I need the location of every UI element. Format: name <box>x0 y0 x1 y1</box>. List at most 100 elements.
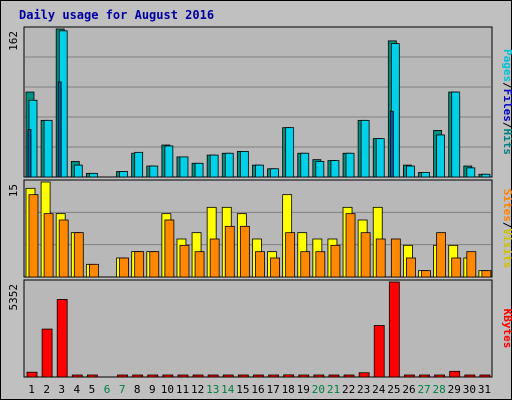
kbytes-bar <box>283 374 295 378</box>
sites-bar <box>375 238 386 278</box>
x-tick-label: 4 <box>74 383 81 396</box>
x-tick-label: 11 <box>176 383 189 396</box>
sites-bar <box>209 238 220 278</box>
legend-label: Pages/Files/Hits <box>501 49 512 155</box>
x-tick-label: 7 <box>119 383 126 396</box>
files-bar <box>481 173 491 178</box>
kbytes-bar <box>479 374 491 378</box>
files-bar <box>345 152 355 178</box>
kbytes-bar <box>298 374 310 378</box>
sites-bar <box>481 270 492 278</box>
kbytes-bar <box>41 328 53 378</box>
sites-bar <box>285 232 296 278</box>
sites-bar <box>28 194 39 278</box>
kbytes-bar <box>268 374 279 378</box>
kbytes-bar <box>177 374 189 378</box>
sites-bar <box>58 219 69 278</box>
x-tick-label: 23 <box>357 383 370 396</box>
sites-bar <box>43 213 54 278</box>
sites-bar <box>179 244 190 278</box>
kbytes-bar <box>237 374 249 378</box>
plot-area-kbytes <box>23 279 493 378</box>
x-tick-label: 17 <box>266 383 279 396</box>
legend-entry-visits: Visits <box>501 229 512 269</box>
files-bar <box>330 160 340 178</box>
x-tick-label: 29 <box>448 383 461 396</box>
kbytes-bar <box>404 374 415 378</box>
legend-separator: / <box>501 82 512 89</box>
y-max-label: 162 <box>7 31 20 51</box>
files-bar <box>194 162 204 178</box>
x-tick-label: 21 <box>327 383 340 396</box>
sites-bar <box>239 225 250 278</box>
kbytes-bar <box>207 374 219 378</box>
files-bar <box>466 167 476 178</box>
files-bar <box>300 152 310 178</box>
files-bar <box>73 164 83 178</box>
x-tick-label: 9 <box>149 383 156 396</box>
files-bar <box>134 151 144 178</box>
sites-bar <box>451 257 462 278</box>
x-tick-label: 30 <box>463 383 476 396</box>
files-bar <box>270 168 279 178</box>
sites-bar <box>360 232 371 278</box>
sites-bar <box>330 244 341 278</box>
files-bar <box>285 127 295 178</box>
kbytes-bar <box>419 374 430 378</box>
kbytes-bar <box>222 374 234 378</box>
pages-bar <box>27 129 32 178</box>
files-bar <box>406 165 415 178</box>
x-tick-label: 10 <box>161 383 174 396</box>
chart-title: Daily usage for August 2016 <box>19 8 215 22</box>
kbytes-bar <box>464 374 476 378</box>
x-tick-label: 14 <box>221 383 235 396</box>
sites-bar <box>315 251 326 278</box>
x-tick-label: 12 <box>191 383 204 396</box>
kbytes-bar <box>162 374 174 378</box>
files-bar <box>239 151 249 178</box>
files-bar <box>421 172 430 178</box>
sites-bar <box>466 251 477 278</box>
sites-bar <box>345 213 356 278</box>
x-tick-label: 1 <box>28 383 35 396</box>
x-tick-label: 22 <box>342 383 355 396</box>
kbytes-bar <box>449 370 461 378</box>
files-bar <box>255 164 264 178</box>
kbytes-bar <box>388 281 400 378</box>
sites-bar <box>119 257 129 278</box>
files-bar <box>179 156 189 178</box>
legend-entry-files: Files <box>501 89 512 122</box>
kbytes-bar <box>328 374 340 378</box>
x-tick-label: 28 <box>433 383 446 396</box>
x-tick-label: 27 <box>417 383 430 396</box>
files-bar <box>164 145 174 178</box>
x-tick-label: 20 <box>312 383 325 396</box>
files-bar <box>149 165 159 178</box>
plot-area-hits_files_pages <box>23 26 493 178</box>
legend-entry-kbytes: KBytes <box>501 309 512 349</box>
files-bar <box>88 172 98 178</box>
y-max-label: 5352 <box>7 284 20 311</box>
files-bar <box>390 43 400 178</box>
x-tick-label: 18 <box>282 383 295 396</box>
sites-bar <box>255 251 265 278</box>
kbytes-bar <box>313 374 325 378</box>
x-tick-label: 15 <box>236 383 249 396</box>
kbytes-bar <box>253 374 264 378</box>
sites-bar <box>421 270 431 278</box>
files-bar <box>360 119 370 178</box>
sites-bar <box>224 225 235 278</box>
files-bar <box>451 91 461 178</box>
kbytes-bar <box>86 374 98 378</box>
sites-bar <box>149 251 160 278</box>
legend-separator: / <box>501 122 512 129</box>
x-tick-label: 24 <box>372 383 386 396</box>
legend-entry-pages: Pages <box>501 49 512 82</box>
sites-bar <box>134 251 145 278</box>
y-max-label: 15 <box>7 184 20 197</box>
files-bar <box>315 161 325 178</box>
x-tick-label: 2 <box>43 383 50 396</box>
files-bar <box>375 138 385 178</box>
kbytes-bar <box>343 374 355 378</box>
kbytes-bar <box>26 371 38 378</box>
